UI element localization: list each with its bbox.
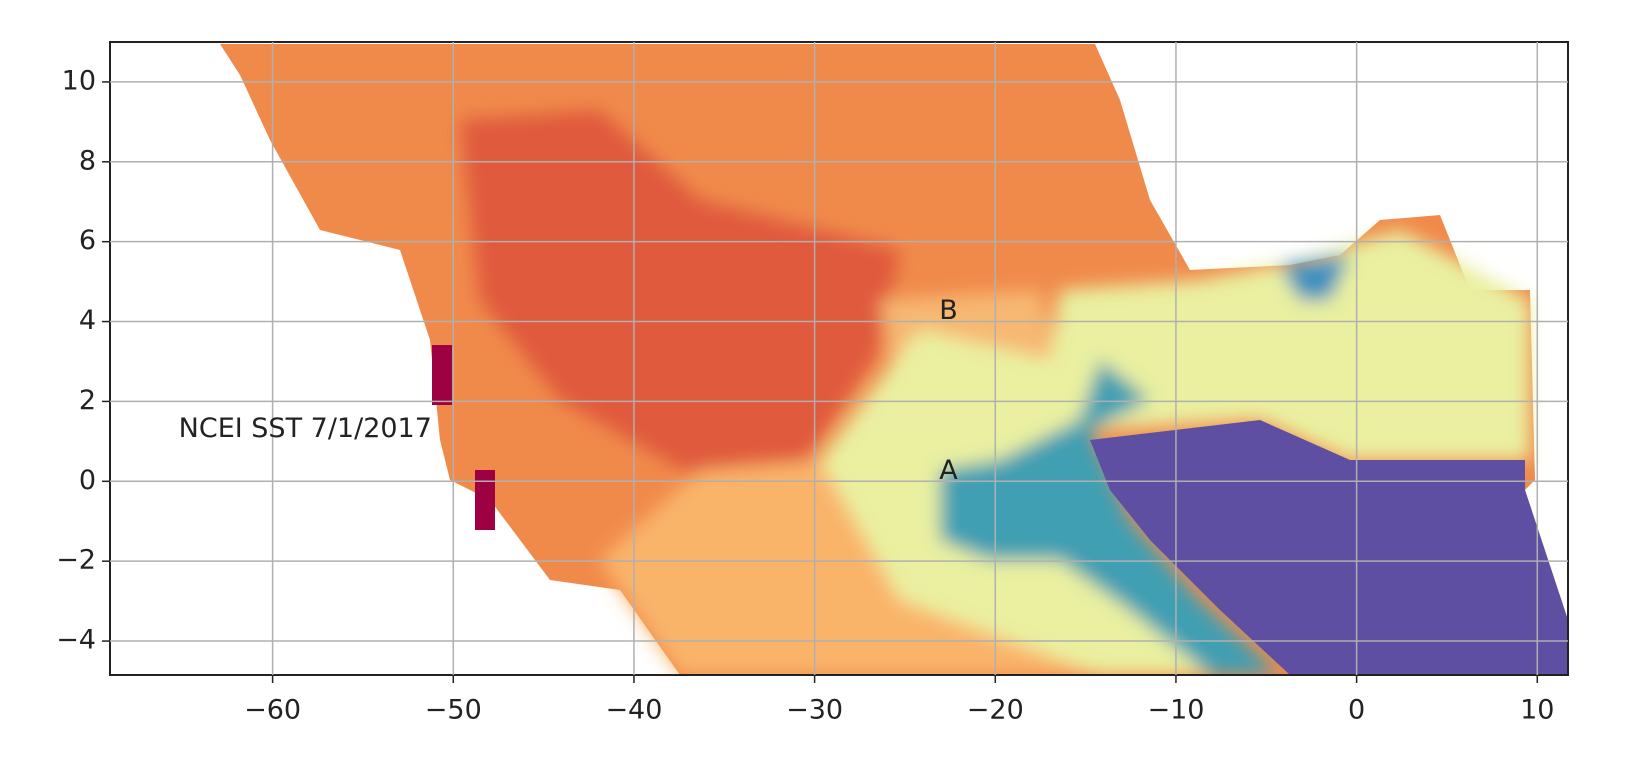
y-tick-label: 0 [79,465,96,496]
x-tick-label: −30 [786,695,843,726]
annotation: B [939,295,958,326]
x-tick-label: −40 [605,695,662,726]
y-tick-label: 6 [79,225,96,256]
y-tick-label: −2 [56,545,96,576]
x-tick-label: 10 [1520,695,1554,726]
x-tick-label: 0 [1348,695,1365,726]
axes-frame [109,41,1569,676]
x-tick-label: −10 [1147,695,1204,726]
x-tick-label: −20 [967,695,1024,726]
sst-field [220,44,1568,675]
y-tick-label: 10 [62,65,96,96]
x-tick-label: −60 [244,695,301,726]
y-tick-label: 2 [79,385,96,416]
annotation: NCEI SST 7/1/2017 [179,413,432,444]
y-tick-label: −4 [56,625,96,656]
y-tick-label: 8 [79,145,96,176]
annotation: A [939,455,958,486]
y-tick-label: 4 [79,305,96,336]
x-tick-label: −50 [425,695,482,726]
